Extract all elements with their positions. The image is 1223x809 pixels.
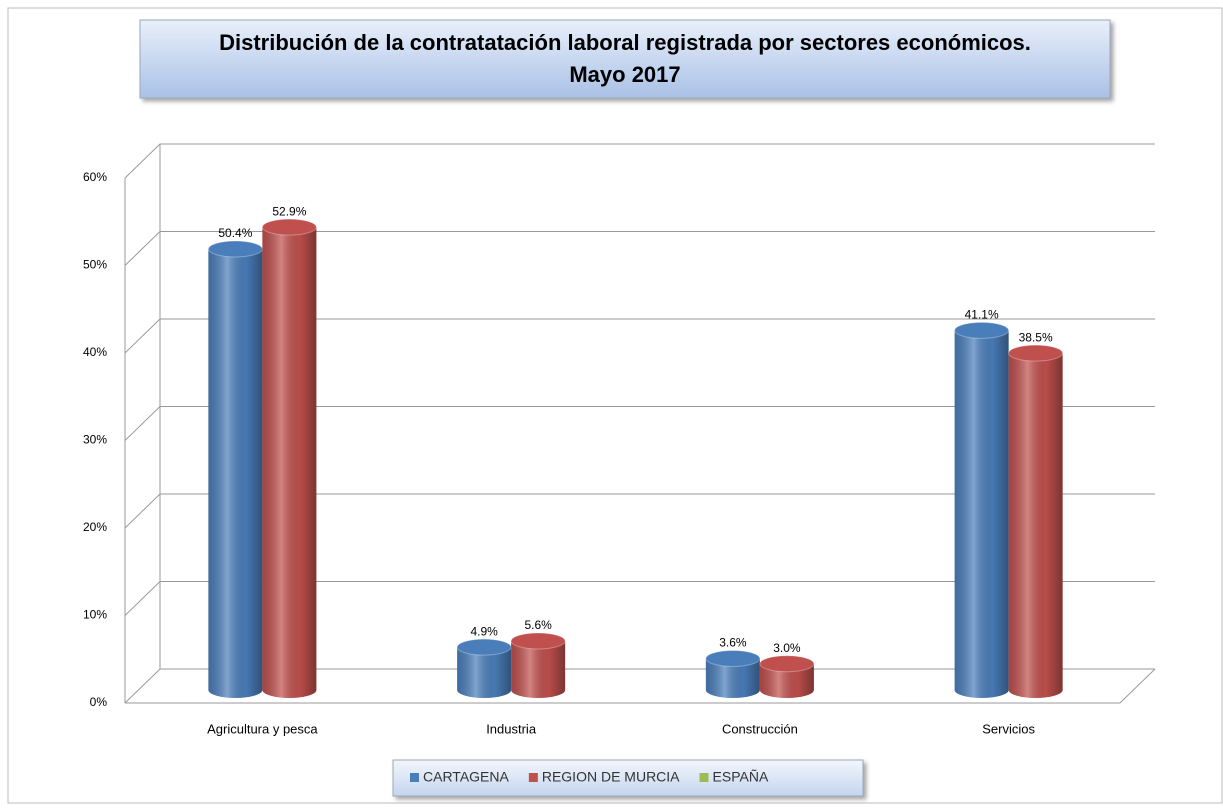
y-tick-label: 10%: [83, 608, 107, 622]
y-tick-label: 20%: [83, 520, 107, 534]
y-tick-label: 50%: [83, 258, 107, 272]
value-label: 5.6%: [524, 618, 552, 632]
grid-line: [124, 493, 1155, 529]
bar-shade: [759, 663, 814, 698]
value-label: 3.0%: [773, 641, 801, 655]
legend-swatch: [699, 773, 709, 782]
bar-shade: [262, 227, 317, 698]
bar-shade: [1008, 353, 1063, 698]
legend-label: REGION DE MURCIA: [542, 769, 680, 785]
legend-swatch: [528, 773, 538, 782]
grid-line: [124, 581, 1155, 616]
legend-box: [392, 759, 864, 797]
value-label: 52.9%: [272, 204, 306, 218]
floor-edge: [125, 668, 1156, 704]
grid-line: [124, 318, 1155, 354]
bar-top: [207, 240, 263, 258]
x-tick-label: Servicios: [982, 721, 1035, 736]
bar-top: [510, 632, 566, 650]
grid-line: [124, 406, 1155, 441]
x-tick-label: Agricultura y pesca: [207, 721, 318, 736]
grid-line: [124, 143, 1155, 179]
y-tick-label: 40%: [83, 345, 107, 359]
bar-top: [261, 218, 317, 236]
title-box: [139, 19, 1111, 99]
chart-title: Distribución de la contratatación labora…: [219, 30, 1031, 55]
value-label: 50.4%: [218, 226, 252, 240]
grid-line: [124, 231, 1155, 266]
chart-subtitle: Mayo 2017: [569, 62, 680, 87]
value-label: 4.9%: [470, 624, 498, 638]
y-tick-label: 60%: [83, 170, 107, 184]
value-label: 38.5%: [1019, 330, 1053, 344]
bar-shade: [954, 330, 1009, 698]
legend-label: CARTAGENA: [423, 769, 509, 785]
legend-label: ESPAÑA: [713, 769, 769, 785]
bar-shade: [705, 658, 760, 698]
bar-top: [456, 638, 512, 656]
x-tick-label: Construcción: [722, 721, 798, 736]
bar-top: [954, 321, 1010, 339]
x-tick-label: Industria: [486, 721, 537, 736]
bar-shade: [511, 641, 566, 698]
bar-shade: [208, 249, 263, 698]
legend-swatch: [410, 773, 419, 782]
grid-line: [124, 668, 1155, 704]
bar-top: [759, 655, 815, 673]
value-label: 41.1%: [965, 308, 999, 322]
bar-top: [1008, 344, 1064, 362]
y-tick-label: 30%: [83, 433, 107, 447]
y-tick-label: 0%: [90, 695, 108, 709]
value-label: 3.6%: [719, 636, 747, 650]
bar-shade: [457, 647, 512, 698]
bar-top: [705, 650, 761, 667]
chart-border: [7, 7, 1223, 804]
